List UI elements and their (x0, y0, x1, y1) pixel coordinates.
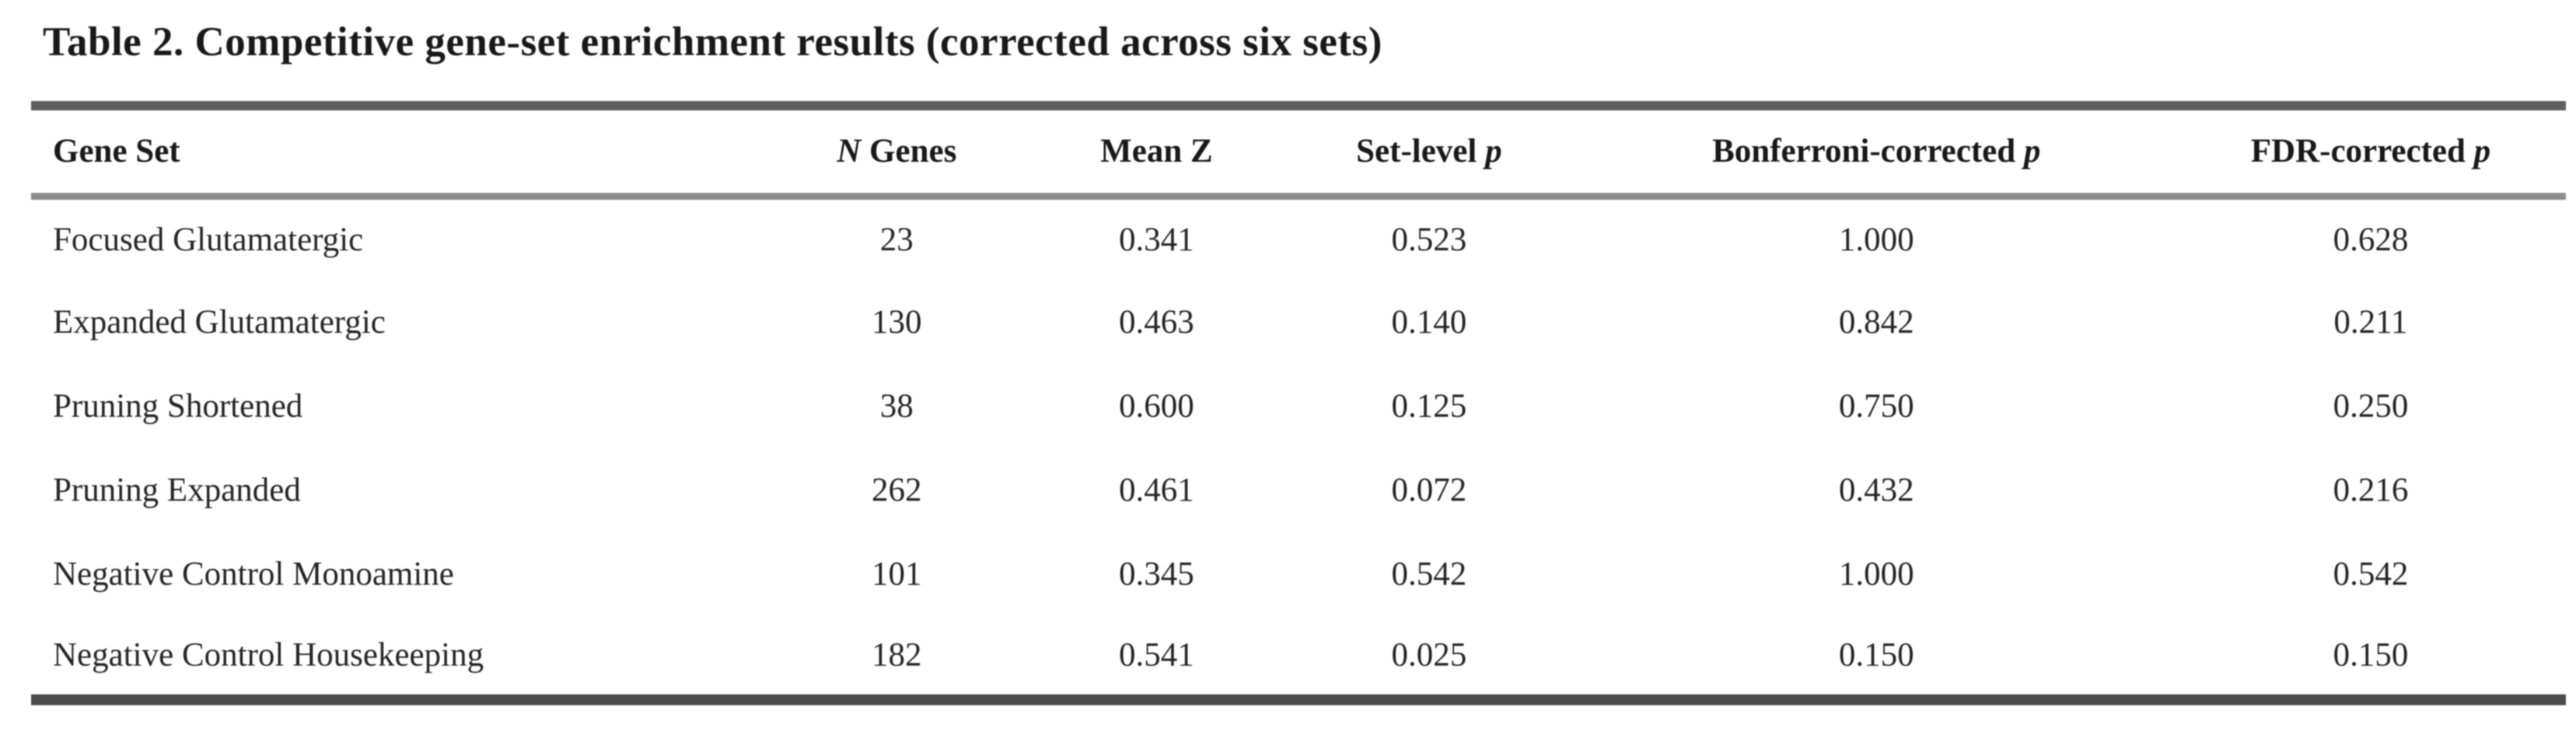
col-header-mean-z: Mean Z (1100, 133, 1213, 170)
bonferroni-p-cell: 0.842 (1838, 303, 1914, 341)
gene-set-cell: Focused Glutamatergic (53, 221, 364, 258)
gene-set-cell: Pruning Shortened (53, 387, 303, 425)
gene-set-cell: Expanded Glutamatergic (53, 303, 386, 341)
gene-set-cell: Pruning Expanded (53, 471, 301, 509)
mean-z-cell: 0.461 (1119, 471, 1194, 509)
bonferroni-p-cell: 0.150 (1838, 637, 1914, 673)
results-table: Gene Set N Genes Mean Z Set-level p Bonf… (31, 101, 2566, 705)
mean-z-cell: 0.600 (1119, 387, 1194, 425)
mean-z-cell: 0.463 (1119, 303, 1194, 341)
gene-set-cell: Negative Control Monoamine (53, 555, 454, 592)
n-genes-cell: 182 (872, 637, 922, 673)
n-genes-cell: 262 (872, 471, 922, 509)
bonferroni-p-cell: 1.000 (1838, 221, 1914, 258)
set-level-p-cell: 0.025 (1391, 637, 1467, 673)
set-level-p-cell: 0.140 (1391, 303, 1467, 341)
col-header-fdr-p: FDR-corrected p (2250, 133, 2491, 170)
table-title: Table 2. Competitive gene-set enrichment… (43, 19, 1382, 65)
mean-z-cell: 0.541 (1119, 637, 1194, 673)
fdr-p-cell: 0.211 (2333, 303, 2408, 341)
col-header-bonferroni-p: Bonferroni-corrected p (1712, 133, 2041, 170)
fdr-p-cell: 0.628 (2333, 221, 2409, 258)
table-row: Pruning Shortened 38 0.600 0.125 0.750 0… (31, 364, 2566, 448)
gene-set-cell: Negative Control Housekeeping (53, 637, 484, 673)
n-genes-cell: 101 (872, 555, 922, 592)
bonferroni-p-cell: 0.432 (1838, 471, 1914, 509)
col-header-gene-set: Gene Set (53, 133, 180, 170)
set-level-p-cell: 0.523 (1391, 221, 1467, 258)
set-level-p-cell: 0.125 (1391, 387, 1467, 425)
bonferroni-p-cell: 1.000 (1838, 555, 1914, 592)
table-row: Focused Glutamatergic 23 0.341 0.523 1.0… (31, 196, 2566, 280)
table-row: Pruning Expanded 262 0.461 0.072 0.432 0… (31, 448, 2566, 532)
fdr-p-cell: 0.150 (2333, 637, 2409, 673)
n-genes-cell: 130 (872, 303, 922, 341)
table-row: Negative Control Monoamine 101 0.345 0.5… (31, 532, 2566, 616)
n-genes-cell: 38 (879, 387, 914, 425)
set-level-p-cell: 0.072 (1391, 471, 1467, 509)
col-header-set-level-p: Set-level p (1356, 133, 1502, 170)
header-row: Gene Set N Genes Mean Z Set-level p Bonf… (31, 106, 2566, 196)
bonferroni-p-cell: 0.750 (1838, 387, 1914, 425)
table-row: Expanded Glutamatergic 130 0.463 0.140 0… (31, 280, 2566, 364)
mean-z-cell: 0.345 (1119, 555, 1194, 592)
table-row: Negative Control Housekeeping 182 0.541 … (31, 616, 2566, 700)
col-header-n-genes: N Genes (837, 133, 957, 170)
set-level-p-cell: 0.542 (1391, 555, 1467, 592)
mean-z-cell: 0.341 (1119, 221, 1194, 258)
n-genes-cell: 23 (879, 221, 914, 258)
fdr-p-cell: 0.216 (2333, 471, 2409, 509)
fdr-p-cell: 0.250 (2333, 387, 2409, 425)
fdr-p-cell: 0.542 (2333, 555, 2409, 592)
